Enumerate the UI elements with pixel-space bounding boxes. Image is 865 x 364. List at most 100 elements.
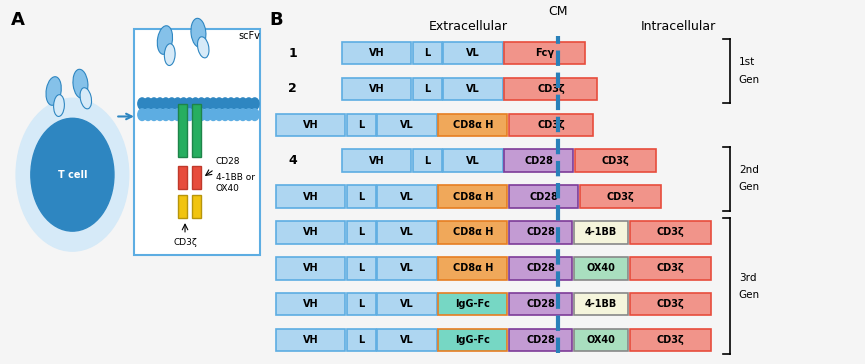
Text: B: B	[270, 11, 284, 29]
Circle shape	[144, 98, 152, 110]
FancyBboxPatch shape	[377, 221, 437, 244]
Text: CD28: CD28	[526, 335, 555, 345]
Text: L: L	[424, 156, 431, 166]
Circle shape	[215, 98, 223, 110]
Text: 1: 1	[288, 47, 297, 60]
FancyBboxPatch shape	[574, 221, 628, 244]
Circle shape	[203, 109, 212, 120]
Text: CD3ζ: CD3ζ	[657, 299, 684, 309]
FancyBboxPatch shape	[504, 78, 598, 100]
Text: VH: VH	[303, 335, 318, 345]
Text: CD3ζ: CD3ζ	[537, 120, 565, 130]
FancyBboxPatch shape	[630, 329, 711, 351]
Text: CD28: CD28	[529, 191, 558, 202]
Text: 6: 6	[288, 226, 297, 239]
Text: 4: 4	[288, 154, 297, 167]
Text: scFv: scFv	[239, 31, 260, 41]
Circle shape	[251, 109, 259, 120]
Text: L: L	[424, 84, 431, 94]
Text: 3rd: 3rd	[739, 273, 756, 282]
FancyBboxPatch shape	[443, 149, 503, 172]
Ellipse shape	[80, 88, 92, 109]
Circle shape	[245, 109, 253, 120]
Ellipse shape	[73, 69, 88, 98]
FancyBboxPatch shape	[439, 257, 507, 280]
Circle shape	[227, 98, 235, 110]
Circle shape	[156, 109, 164, 120]
Circle shape	[251, 98, 259, 110]
Circle shape	[168, 98, 176, 110]
Circle shape	[31, 118, 114, 231]
Circle shape	[168, 109, 176, 120]
Text: CM: CM	[548, 5, 568, 19]
Circle shape	[144, 109, 152, 120]
Ellipse shape	[46, 77, 61, 105]
Circle shape	[197, 109, 206, 120]
FancyBboxPatch shape	[342, 149, 411, 172]
Text: OX40: OX40	[586, 263, 616, 273]
Text: 9: 9	[288, 333, 297, 347]
Text: 2nd: 2nd	[739, 165, 759, 175]
Text: VL: VL	[466, 156, 480, 166]
FancyBboxPatch shape	[574, 257, 628, 280]
Text: VH: VH	[368, 84, 384, 94]
Text: 7: 7	[288, 262, 297, 275]
Circle shape	[221, 98, 229, 110]
FancyBboxPatch shape	[443, 42, 503, 64]
FancyBboxPatch shape	[347, 221, 375, 244]
FancyBboxPatch shape	[574, 293, 628, 315]
Text: CD28: CD28	[524, 156, 554, 166]
Text: 8: 8	[288, 298, 297, 310]
FancyBboxPatch shape	[276, 185, 345, 208]
Text: 4-1BB: 4-1BB	[585, 228, 618, 237]
Text: CD3ζ: CD3ζ	[537, 84, 565, 94]
FancyBboxPatch shape	[574, 329, 628, 351]
Text: VL: VL	[400, 228, 413, 237]
Text: CD8α H: CD8α H	[452, 228, 493, 237]
Circle shape	[215, 109, 223, 120]
Circle shape	[191, 98, 200, 110]
Text: Extracellular: Extracellular	[429, 20, 508, 33]
FancyBboxPatch shape	[342, 42, 411, 64]
Text: VL: VL	[400, 191, 413, 202]
Ellipse shape	[191, 18, 206, 47]
FancyBboxPatch shape	[347, 185, 375, 208]
Circle shape	[162, 98, 170, 110]
FancyBboxPatch shape	[580, 185, 661, 208]
FancyBboxPatch shape	[439, 185, 507, 208]
Text: 1st: 1st	[739, 58, 755, 67]
FancyBboxPatch shape	[630, 221, 711, 244]
FancyBboxPatch shape	[192, 166, 201, 189]
Text: CD28: CD28	[216, 157, 240, 166]
Text: VL: VL	[400, 335, 413, 345]
Circle shape	[227, 109, 235, 120]
Text: L: L	[358, 299, 364, 309]
FancyBboxPatch shape	[377, 329, 437, 351]
Circle shape	[245, 98, 253, 110]
FancyBboxPatch shape	[276, 329, 345, 351]
FancyBboxPatch shape	[276, 293, 345, 315]
Circle shape	[179, 109, 188, 120]
Circle shape	[138, 98, 146, 110]
FancyBboxPatch shape	[630, 257, 711, 280]
FancyBboxPatch shape	[178, 166, 187, 189]
Circle shape	[239, 98, 247, 110]
Text: L: L	[358, 335, 364, 345]
FancyBboxPatch shape	[509, 329, 573, 351]
Text: CD8α H: CD8α H	[452, 120, 493, 130]
Circle shape	[233, 98, 241, 110]
FancyBboxPatch shape	[575, 149, 657, 172]
Text: VH: VH	[303, 263, 318, 273]
Text: L: L	[358, 263, 364, 273]
FancyBboxPatch shape	[413, 42, 442, 64]
Text: VH: VH	[303, 299, 318, 309]
FancyBboxPatch shape	[504, 42, 586, 64]
Text: CD8α H: CD8α H	[452, 263, 493, 273]
Circle shape	[221, 109, 229, 120]
Text: CD3ζ: CD3ζ	[173, 238, 197, 248]
Text: VH: VH	[303, 228, 318, 237]
FancyBboxPatch shape	[509, 257, 573, 280]
Text: 4-1BB or: 4-1BB or	[216, 173, 255, 182]
FancyBboxPatch shape	[439, 114, 507, 136]
FancyBboxPatch shape	[347, 293, 375, 315]
